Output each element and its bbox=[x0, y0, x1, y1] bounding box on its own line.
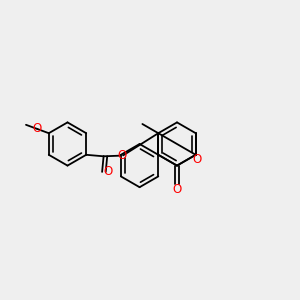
Text: O: O bbox=[104, 165, 113, 178]
Text: O: O bbox=[193, 153, 202, 166]
Text: O: O bbox=[172, 184, 182, 196]
Text: O: O bbox=[32, 122, 42, 135]
Text: O: O bbox=[117, 149, 126, 162]
